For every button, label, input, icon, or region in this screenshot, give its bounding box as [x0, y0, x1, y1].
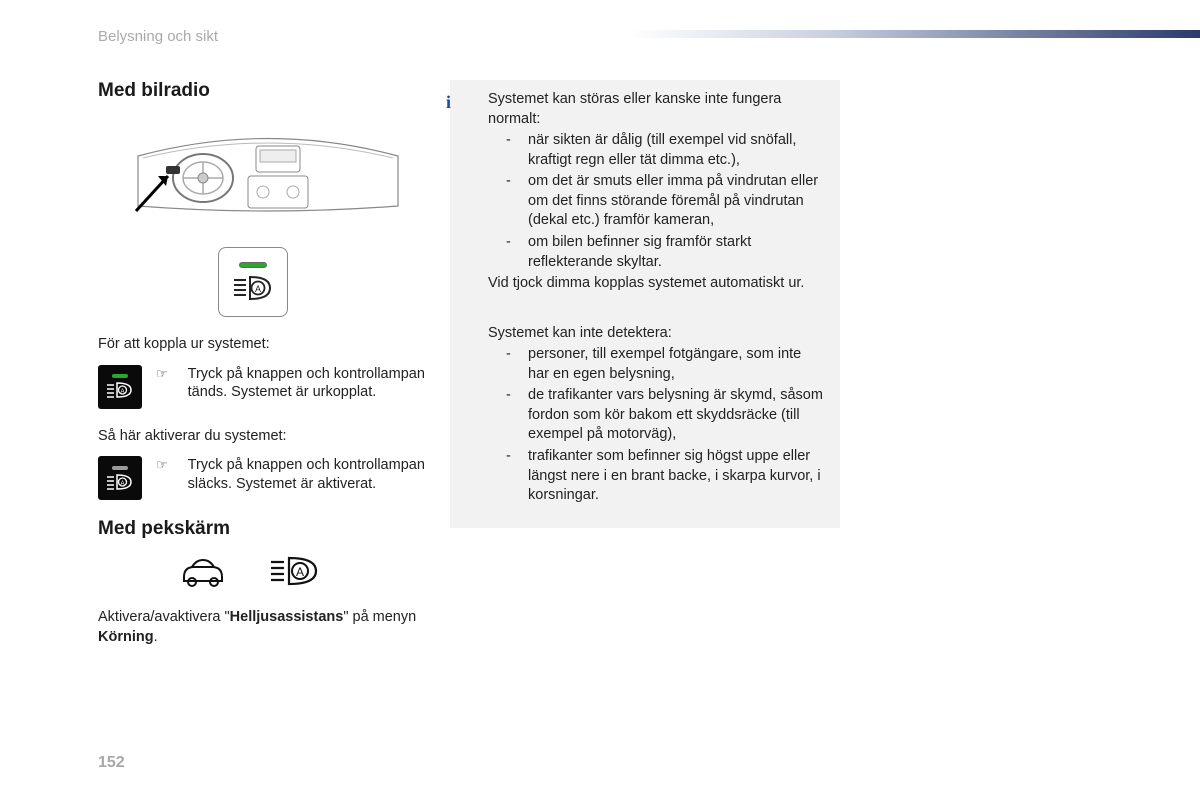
info-icon: i: [446, 90, 451, 114]
section-label: Belysning och sikt: [98, 28, 218, 45]
highbeam-auto-large-icon: A: [268, 554, 322, 590]
info-list-item: om det är smuts eller imma på vindrutan …: [506, 172, 824, 231]
step-row-engage: A ☞ Tryck på knappen och kontrollampan s…: [98, 456, 428, 500]
mini-led-off-icon: [112, 466, 128, 470]
heading-radio: Med bilradio: [98, 80, 428, 102]
touch-mid: " på menyn: [343, 609, 416, 625]
highbeam-auto-mini-icon: A: [105, 473, 135, 491]
mini-led-on-icon: [112, 374, 128, 378]
led-on-icon: [239, 262, 267, 268]
svg-text:A: A: [255, 284, 261, 294]
touchscreen-icons-row: A: [178, 554, 428, 590]
page-number: 152: [98, 754, 125, 772]
highbeam-auto-mini-icon: A: [105, 381, 135, 399]
pointer-icon: ☞: [156, 366, 168, 382]
highbeam-auto-icon: A: [232, 274, 274, 302]
button-icon-led-off: A: [98, 456, 142, 500]
svg-text:A: A: [120, 481, 124, 487]
dashboard-illustration: [128, 116, 408, 226]
info-block-1: Systemet kan störas eller kanske inte fu…: [488, 90, 824, 294]
highbeam-auto-button-illust: A: [218, 247, 288, 317]
touch-bold-driving: Körning: [98, 629, 154, 645]
step1-text: Tryck på knappen och kontrollampan tänds…: [188, 365, 428, 403]
info-list-item: de trafikanter vars belysning är skymd, …: [506, 386, 824, 445]
pointer-icon: ☞: [156, 457, 168, 473]
svg-text:A: A: [120, 389, 124, 395]
info1-outro: Vid tjock dimma kopplas systemet automat…: [488, 274, 824, 294]
touch-bold-assist: Helljusassistans: [230, 609, 344, 625]
touch-pre: Aktivera/avaktivera ": [98, 609, 230, 625]
heading-touchscreen: Med pekskärm: [98, 518, 428, 540]
info2-intro: Systemet kan inte detektera:: [488, 324, 824, 344]
header-gradient-bar: [630, 30, 1200, 38]
touch-post: .: [154, 629, 158, 645]
svg-text:A: A: [296, 565, 304, 579]
info2-list: personer, till exempel fotgängare, som i…: [488, 345, 824, 506]
info-list-item: personer, till exempel fotgängare, som i…: [506, 345, 824, 384]
info-list-item: trafikanter som befinner sig högst uppe …: [506, 447, 824, 506]
button-icon-led-on: A: [98, 365, 142, 409]
info-block-2: Systemet kan inte detektera: personer, t…: [488, 324, 824, 506]
info1-list: när sikten är dålig (till exempel vid sn…: [488, 131, 824, 272]
info-list-item: när sikten är dålig (till exempel vid sn…: [506, 131, 824, 170]
step-row-disengage: A ☞ Tryck på knappen och kontrollampan t…: [98, 365, 428, 409]
info-box: i Systemet kan störas eller kanske inte …: [450, 80, 840, 528]
car-outline-icon: [178, 555, 228, 589]
info-list-item: om bilen befinner sig framför starkt ref…: [506, 233, 824, 272]
touchscreen-text: Aktivera/avaktivera "Helljusassistans" p…: [98, 608, 428, 647]
step2-text: Tryck på knappen och kontrollampan släck…: [188, 456, 428, 494]
left-column: Med bilradio A För att koppla ur systeme…: [98, 80, 428, 647]
info1-intro: Systemet kan störas eller kanske inte fu…: [488, 90, 824, 129]
engage-intro: Så här aktiverar du systemet:: [98, 427, 428, 447]
disengage-intro: För att koppla ur systemet:: [98, 335, 428, 355]
